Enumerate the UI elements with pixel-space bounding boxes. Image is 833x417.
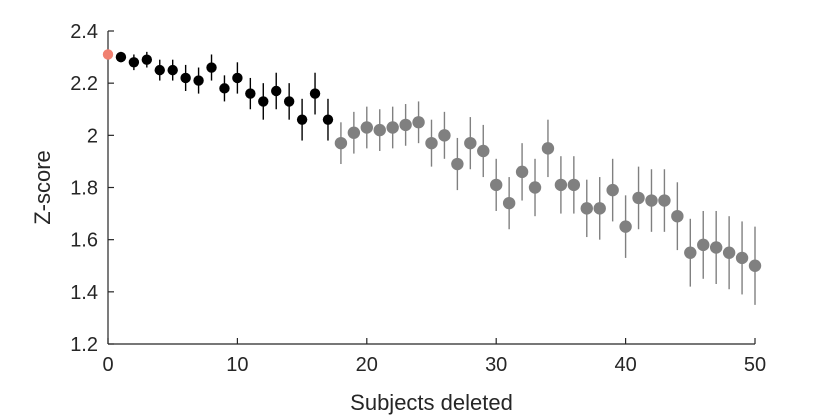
late-data-point <box>528 181 542 194</box>
late-data-point <box>515 165 529 179</box>
late-data-point <box>658 194 671 207</box>
late-data-point <box>477 144 490 158</box>
y-tick-label: 2 <box>87 125 98 147</box>
early-data-point <box>115 51 127 63</box>
x-tick-label: 50 <box>744 354 766 376</box>
early-data-point <box>309 88 321 99</box>
early-data-point <box>271 85 282 97</box>
late-data-point <box>735 251 749 265</box>
y-tick-label: 1.6 <box>70 230 98 252</box>
late-data-point <box>671 209 684 223</box>
early-data-point <box>141 54 153 65</box>
late-data-point <box>334 136 348 150</box>
x-tick-label: 20 <box>356 354 378 376</box>
y-axis-label: Z-score <box>30 150 55 225</box>
early-data-point <box>128 57 140 68</box>
late-data-point <box>360 121 373 134</box>
early-data-point <box>232 72 243 84</box>
data-points <box>102 49 762 272</box>
early-data-point <box>283 96 295 107</box>
x-tick-label: 30 <box>485 354 507 376</box>
x-tick-label: 10 <box>226 354 248 376</box>
late-data-point <box>490 178 503 192</box>
y-tick-label: 2.2 <box>70 73 98 95</box>
early-data-point <box>219 83 230 94</box>
early-data-point <box>193 75 204 86</box>
late-data-point <box>632 191 645 205</box>
x-tick-label: 40 <box>614 354 636 376</box>
early-data-point <box>245 88 256 99</box>
late-data-point <box>412 116 425 129</box>
x-axis-label: Subjects deleted <box>350 390 513 415</box>
late-data-point <box>464 136 477 150</box>
plot-frame <box>107 31 755 345</box>
x-tick-label: 0 <box>102 354 113 376</box>
early-data-point <box>296 114 308 125</box>
late-data-point <box>697 238 710 252</box>
y-tick-label: 1.2 <box>70 334 98 356</box>
early-data-point <box>180 72 191 84</box>
late-data-point <box>451 157 464 171</box>
late-data-point <box>373 123 386 137</box>
y-tick-label: 1.8 <box>70 178 98 200</box>
early-data-point <box>322 114 334 125</box>
late-data-point <box>645 194 658 207</box>
y-tick-label: 1.4 <box>70 282 98 304</box>
late-data-point <box>709 241 723 254</box>
early-data-point <box>154 64 165 76</box>
late-data-point <box>684 246 697 259</box>
error-bars <box>120 51 756 305</box>
early-data-point <box>258 96 269 107</box>
late-data-point <box>386 121 399 134</box>
late-data-point <box>554 178 568 192</box>
late-data-point <box>567 178 581 192</box>
tick-labels: 0 10 20 30 40 50 1.2 1.4 1.6 1.8 2 2.2 2.4 <box>70 21 766 376</box>
late-data-point <box>619 220 632 233</box>
early-data-point <box>206 62 217 73</box>
late-data-point <box>425 136 438 150</box>
late-data-point <box>606 183 619 197</box>
tick-marks <box>107 30 756 345</box>
y-tick-label: 2.4 <box>70 21 98 43</box>
late-data-point <box>399 118 412 132</box>
late-data-point <box>502 196 516 210</box>
baseline-data-point <box>102 49 114 60</box>
late-data-point <box>438 129 451 142</box>
late-data-point <box>748 259 762 272</box>
late-data-point <box>722 246 736 259</box>
early-data-point <box>167 64 178 76</box>
late-data-point <box>541 142 555 155</box>
late-data-point <box>580 202 593 215</box>
late-data-point <box>593 202 606 215</box>
late-data-point <box>347 126 361 139</box>
